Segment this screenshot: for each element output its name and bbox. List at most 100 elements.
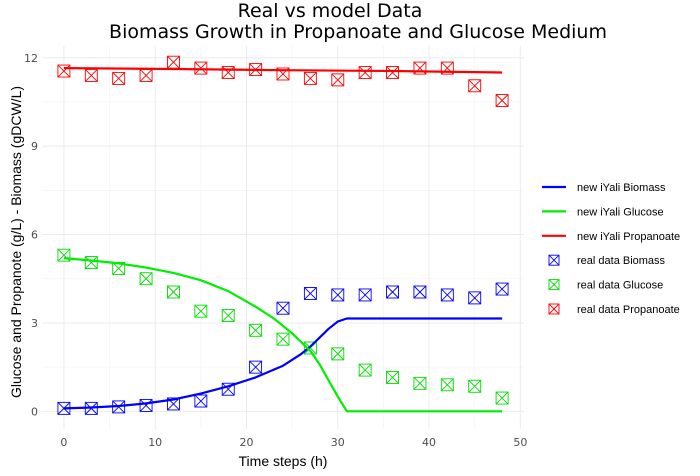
marker-cross bbox=[167, 397, 180, 411]
marker-box bbox=[276, 301, 290, 315]
marker-cross bbox=[495, 282, 509, 296]
marker-cross bbox=[386, 285, 399, 299]
real-data-glucose-point bbox=[495, 391, 509, 405]
marker-box bbox=[468, 79, 482, 93]
real-data-glucose-point bbox=[194, 304, 208, 318]
marker-box bbox=[468, 379, 482, 393]
new-iyali-biomass-line bbox=[63, 317, 503, 410]
marker-box bbox=[440, 61, 454, 75]
marker-cross bbox=[440, 288, 454, 302]
grid bbox=[42, 46, 524, 429]
marker-box bbox=[249, 360, 263, 374]
marker-cross bbox=[304, 287, 317, 300]
y-tick-label: 12 bbox=[24, 52, 38, 65]
marker-box bbox=[495, 282, 509, 296]
marker-cross bbox=[548, 279, 560, 290]
marker-cross bbox=[386, 371, 399, 384]
real-data-propanoate-point bbox=[139, 69, 153, 82]
x-tick-label: 50 bbox=[513, 436, 527, 449]
marker-box bbox=[221, 382, 235, 396]
real-data-glucose-point bbox=[413, 376, 427, 390]
marker-cross bbox=[276, 332, 290, 346]
marker-cross bbox=[167, 55, 180, 69]
marker-cross bbox=[358, 66, 372, 79]
marker-box bbox=[303, 287, 317, 300]
real-data-glucose-point bbox=[276, 332, 290, 346]
marker-box bbox=[303, 341, 317, 355]
marker-box bbox=[440, 378, 454, 392]
marker-cross bbox=[495, 94, 509, 107]
marker-box bbox=[331, 288, 345, 302]
marker-box bbox=[413, 285, 427, 299]
marker-box bbox=[167, 397, 180, 411]
real-data-propanoate-point bbox=[386, 66, 399, 79]
marker-cross bbox=[112, 72, 126, 85]
marker-cross bbox=[468, 79, 482, 93]
marker-cross bbox=[139, 399, 153, 412]
real-data-propanoate-point bbox=[194, 61, 208, 75]
marker-box bbox=[249, 323, 263, 337]
marker-box bbox=[413, 376, 427, 390]
real-data-propanoate-point bbox=[221, 66, 235, 79]
real-data-glucose-point bbox=[139, 272, 153, 286]
marker-box bbox=[358, 66, 372, 79]
y-tick-label: 0 bbox=[31, 405, 38, 418]
marker-box bbox=[194, 61, 208, 75]
marker-box bbox=[495, 391, 509, 405]
marker-box bbox=[413, 61, 427, 75]
marker-box bbox=[358, 288, 372, 302]
marker-box bbox=[386, 66, 399, 79]
marker-cross bbox=[84, 256, 98, 269]
marker-cross bbox=[386, 66, 399, 79]
x-tick-label: 40 bbox=[422, 436, 436, 449]
marker-box bbox=[112, 71, 126, 85]
real-data-biomass-point bbox=[303, 287, 317, 300]
real-data-glucose-point bbox=[167, 285, 180, 299]
real-data-biomass-point bbox=[276, 301, 290, 315]
legend-label-new-iyali-biomass: new iYali Biomass bbox=[577, 182, 666, 194]
marker-box bbox=[84, 256, 98, 269]
marker-box bbox=[331, 347, 345, 361]
real-data-glucose-point bbox=[358, 363, 372, 377]
marker-cross bbox=[221, 309, 235, 322]
x-tick-label: 0 bbox=[60, 436, 67, 449]
x-tick-label: 30 bbox=[331, 436, 345, 449]
marker-cross bbox=[358, 288, 372, 302]
real-data-biomass-point bbox=[440, 288, 454, 302]
x-tick-label: 20 bbox=[239, 436, 253, 449]
marker-cross bbox=[57, 248, 71, 262]
tick-labels: 0 10 20 30 40 50 0 3 6 9 12 bbox=[24, 52, 527, 449]
legend-label-real-data-propanoate: real data Propanoate bbox=[577, 304, 680, 316]
real-data-propanoate-point bbox=[468, 79, 482, 93]
real-data-propanoate-point bbox=[112, 71, 126, 85]
marker-cross bbox=[249, 323, 262, 337]
marker-box bbox=[548, 279, 560, 291]
legend-label-real-data-biomass: real data Biomass bbox=[577, 255, 666, 267]
legend-key-real-data-biomass bbox=[548, 254, 560, 266]
marker-box bbox=[495, 94, 509, 107]
marker-cross bbox=[331, 73, 345, 87]
marker-box bbox=[194, 394, 208, 408]
marker-cross bbox=[194, 61, 208, 75]
real-data-biomass-point bbox=[468, 291, 482, 305]
chart-subtitle: Biomass Growth in Propanoate and Glucose… bbox=[109, 21, 607, 43]
real-data-biomass-point bbox=[386, 285, 399, 299]
marker-box bbox=[167, 285, 180, 299]
marker-cross bbox=[221, 66, 235, 79]
marker-cross bbox=[249, 360, 262, 374]
marker-cross bbox=[413, 377, 427, 390]
marker-cross bbox=[304, 72, 317, 85]
new-iyali-glucose-line bbox=[63, 257, 503, 413]
real-data-propanoate-point bbox=[84, 69, 98, 82]
y-tick-label: 9 bbox=[31, 140, 38, 153]
marker-cross bbox=[495, 391, 509, 405]
marker-cross bbox=[413, 285, 427, 299]
marker-cross bbox=[331, 288, 345, 302]
legend-label-real-data-glucose: real data Glucose bbox=[577, 280, 663, 292]
legend-label-new-iyali-glucose: new iYali Glucose bbox=[577, 206, 664, 218]
marker-cross bbox=[331, 347, 345, 361]
legend: new iYali Biomass new iYali Glucose new iY… bbox=[542, 182, 680, 316]
legend-label-new-iyali-propanoate: new iYali Propanoate bbox=[577, 231, 680, 243]
legend-key-real-data-propanoate bbox=[548, 303, 560, 315]
